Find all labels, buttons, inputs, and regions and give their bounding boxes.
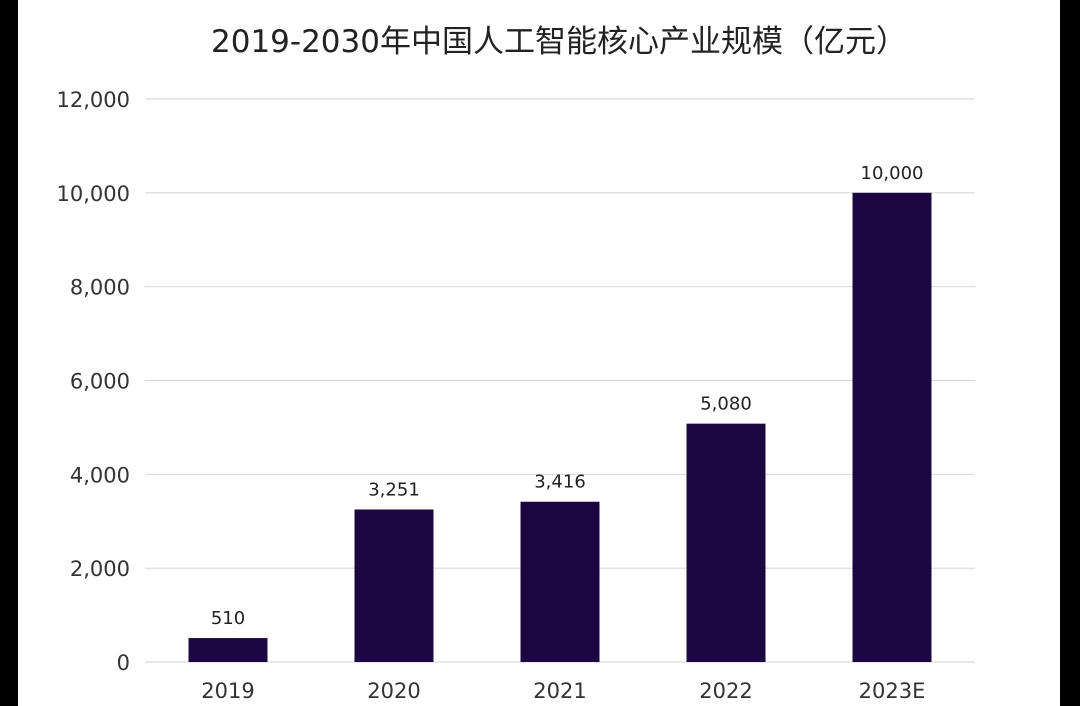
bar-2020 [354,509,434,662]
y-tick-label: 0 [117,651,130,675]
bar-2021 [520,501,600,662]
chart-title: 2019-2030年中国人工智能核心产业规模（亿元） [211,24,907,60]
data-label-2023E: 10,000 [861,163,924,184]
data-label-2021: 3,416 [534,472,586,493]
y-tick-label: 12,000 [57,88,130,112]
data-labels: 510 3,251 3,416 5,080 10,000 [211,163,924,629]
y-tick-label: 6,000 [70,370,130,394]
x-tick-label-2019: 2019 [201,679,254,703]
y-axis-ticks: 0 2,000 4,000 6,000 8,000 10,000 12,000 [57,88,130,675]
x-tick-label-2023E: 2023E [859,679,926,703]
y-tick-label: 4,000 [70,463,130,487]
bars [188,192,932,663]
data-label-2020: 3,251 [368,479,420,500]
y-tick-label: 2,000 [70,557,130,581]
y-tick-label: 8,000 [70,276,130,300]
x-axis-ticks: 2019 2020 2021 2022 2023E [201,679,925,703]
y-tick-label: 10,000 [57,182,130,206]
bar-chart: 2019-2030年中国人工智能核心产业规模（亿元） 0 2,000 4,000 6,… [57,24,975,703]
bar-2019 [188,638,268,662]
bar-2022 [686,423,766,662]
gridlines [145,98,975,663]
x-tick-label-2021: 2021 [533,679,586,703]
bar-2023E [852,192,932,663]
data-label-2022: 5,080 [700,394,752,415]
chart-frame: 2019-2030年中国人工智能核心产业规模（亿元） 0 2,000 4,000 6,… [18,0,1060,706]
x-tick-label-2022: 2022 [699,679,752,703]
data-label-2019: 510 [211,608,245,629]
x-tick-label-2020: 2020 [367,679,420,703]
